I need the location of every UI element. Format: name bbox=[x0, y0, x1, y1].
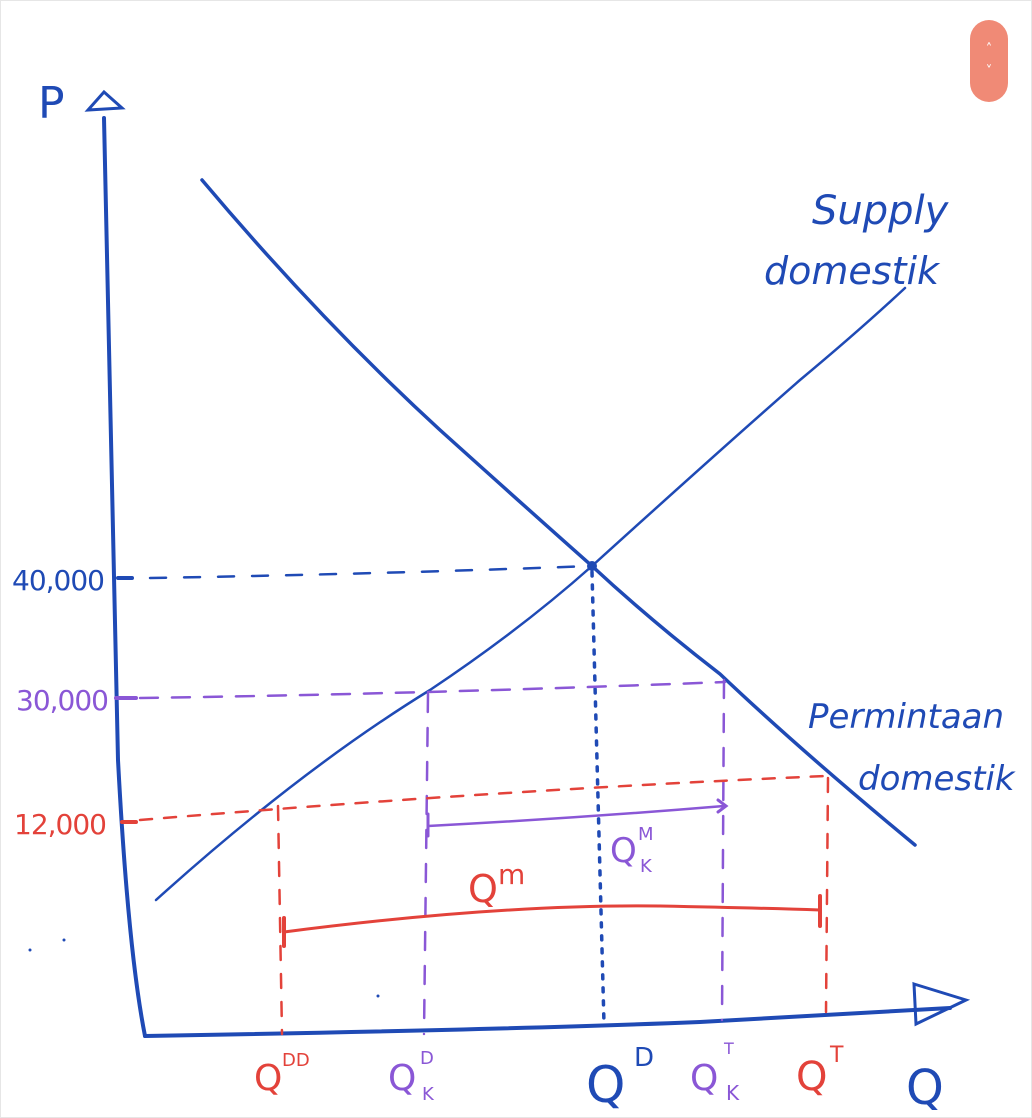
supply-label-line2: domestik bbox=[764, 249, 941, 293]
p-axis-arrowhead bbox=[84, 89, 126, 112]
qm-red-sup: m bbox=[498, 858, 525, 891]
q-t-sup: T bbox=[829, 1043, 844, 1068]
q-dd-q: Q bbox=[254, 1058, 282, 1099]
q-dd-sup: DD bbox=[282, 1050, 310, 1071]
qm-purple-sup: M bbox=[638, 824, 654, 845]
q-dk-sub: K bbox=[422, 1084, 435, 1105]
demand-curve bbox=[200, 178, 917, 847]
q-d-q: Q bbox=[586, 1056, 625, 1114]
p-axis-label: P bbox=[38, 78, 65, 129]
guide-qdk-vertical bbox=[422, 692, 430, 1036]
guide-qt-vertical bbox=[824, 776, 830, 1014]
qm-red-label: Q m bbox=[468, 858, 525, 911]
q-t-label: Q T bbox=[796, 1043, 844, 1100]
guide-40000-horizontal bbox=[148, 564, 594, 580]
guide-lines bbox=[138, 564, 830, 1036]
supply-curve bbox=[154, 286, 907, 902]
qm-purple-sub: K bbox=[640, 856, 653, 877]
price-label-30000: 30,000 bbox=[16, 684, 108, 717]
q-t-q: Q bbox=[796, 1054, 827, 1100]
q-dk-label: Q D K bbox=[388, 1048, 435, 1105]
qm-purple-arrowhead bbox=[716, 798, 729, 814]
q-tk-sub: K bbox=[726, 1081, 740, 1105]
q-tk-sup: T bbox=[723, 1039, 734, 1058]
q-d-sup: D bbox=[634, 1043, 654, 1073]
q-tk-label: Q T K bbox=[690, 1039, 740, 1105]
guide-qtk-vertical bbox=[720, 678, 726, 1022]
chevron-up-icon[interactable]: ˄ bbox=[985, 42, 993, 57]
stray-marks bbox=[28, 938, 380, 998]
q-axis-label: Q bbox=[906, 1060, 944, 1116]
q-dk-sup: D bbox=[420, 1048, 434, 1069]
qm-red-q: Q bbox=[468, 867, 498, 911]
guide-30000-horizontal bbox=[138, 680, 727, 700]
image-nav-control[interactable]: ˄ ˅ bbox=[970, 20, 1008, 102]
q-dd-label: Q DD bbox=[254, 1050, 310, 1099]
qm-purple-line bbox=[426, 804, 726, 828]
p-axis bbox=[102, 116, 147, 1038]
q-tk-q: Q bbox=[690, 1058, 718, 1099]
curves bbox=[154, 178, 917, 902]
q-axis bbox=[143, 1006, 952, 1038]
q-dk-q: Q bbox=[388, 1058, 416, 1099]
speck bbox=[28, 948, 32, 952]
price-ticks bbox=[114, 576, 138, 824]
q-axis-arrowhead bbox=[912, 981, 971, 1027]
chevron-down-icon[interactable]: ˅ bbox=[985, 64, 993, 79]
guide-qd-vertical bbox=[590, 570, 606, 1026]
guide-qdd-vertical bbox=[276, 804, 284, 1036]
axes bbox=[84, 89, 971, 1038]
q-d-label: Q D bbox=[586, 1043, 654, 1114]
speck bbox=[62, 938, 66, 942]
supply-label-line1: Supply bbox=[812, 188, 950, 234]
demand-label-line1: Permintaan bbox=[808, 697, 1004, 737]
guide-12000-horizontal bbox=[138, 774, 828, 822]
qm-purple-label: Q M K bbox=[610, 824, 654, 877]
import-brackets bbox=[282, 798, 822, 948]
price-label-12000: 12,000 bbox=[14, 808, 106, 841]
qm-purple-q: Q bbox=[610, 831, 637, 871]
qm-red-line bbox=[282, 904, 822, 934]
price-label-40000: 40,000 bbox=[12, 564, 104, 597]
speck bbox=[376, 994, 380, 998]
demand-label-line2: domestik bbox=[858, 759, 1016, 799]
